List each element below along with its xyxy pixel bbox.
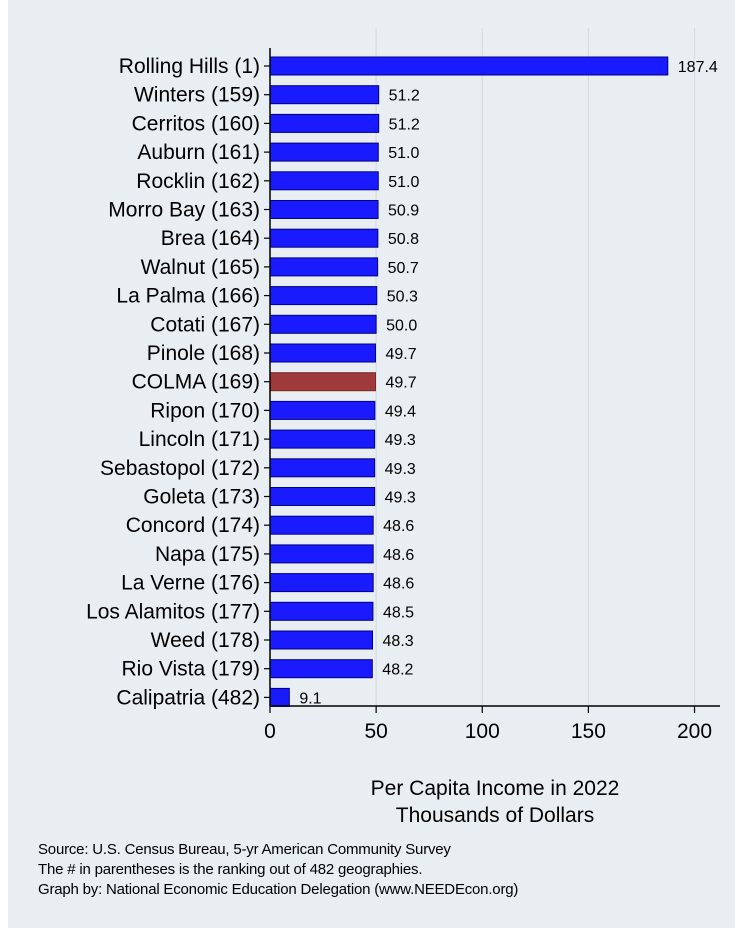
category-label: Winters (159) xyxy=(134,84,260,107)
value-labels: 187.4 51.2 51.2 51.0 51.0 50.9 50.8 50.7 50.3 50.… xyxy=(299,59,718,707)
category-label: Cotati (167) xyxy=(150,313,260,336)
value-label: 50.7 xyxy=(388,260,419,277)
x-axis-title-line1: Per Capita Income in 2022 xyxy=(371,777,620,800)
bar xyxy=(269,56,669,76)
gridlines xyxy=(375,28,696,706)
value-label: 49.3 xyxy=(385,461,416,478)
category-label: Weed (178) xyxy=(151,629,260,652)
source-note: Source: U.S. Census Bureau, 5-yr America… xyxy=(38,841,451,858)
bar xyxy=(269,343,376,363)
category-label: Morro Bay (163) xyxy=(108,199,260,222)
category-label: Cerritos (160) xyxy=(132,112,260,135)
chart-figure: Rolling Hills (1) Winters (159) Cerritos (… xyxy=(8,0,735,928)
x-axis-title-line2: Thousands of Dollars xyxy=(396,804,594,827)
bar xyxy=(269,228,379,248)
x-tick-label: 50 xyxy=(364,720,387,743)
bar xyxy=(269,400,376,420)
category-label: Napa (175) xyxy=(155,543,260,566)
highlighted-bar xyxy=(269,372,376,392)
value-label: 51.2 xyxy=(389,88,420,105)
category-label: Pinole (168) xyxy=(147,342,260,365)
category-label: Ripon (170) xyxy=(150,399,260,422)
value-label: 50.3 xyxy=(387,289,418,306)
category-label: Rolling Hills (1) xyxy=(119,55,260,78)
bar xyxy=(269,659,373,679)
category-label: Auburn (161) xyxy=(137,141,260,164)
value-label: 51.0 xyxy=(388,145,419,162)
category-label: La Palma (166) xyxy=(116,285,260,308)
bar xyxy=(269,314,377,334)
bar xyxy=(269,687,290,707)
bar xyxy=(269,630,374,650)
bar xyxy=(269,286,378,306)
value-label: 49.3 xyxy=(385,432,416,449)
value-label: 49.4 xyxy=(385,403,416,420)
category-label: Brea (164) xyxy=(161,227,260,250)
category-label: Lincoln (171) xyxy=(139,428,260,451)
ranking-note: The # in parentheses is the ranking out … xyxy=(38,861,423,878)
value-label: 51.2 xyxy=(389,116,420,133)
bar xyxy=(269,200,379,219)
bar xyxy=(269,458,376,478)
bar xyxy=(269,85,380,105)
value-label: 50.0 xyxy=(386,317,417,334)
category-label: Sebastopol (172) xyxy=(100,457,260,480)
category-label: La Verne (176) xyxy=(121,572,260,595)
value-label: 51.0 xyxy=(388,174,419,191)
bar-chart: Rolling Hills (1) Winters (159) Cerritos (… xyxy=(86,28,720,827)
value-label: 48.6 xyxy=(383,576,414,593)
category-label: Los Alamitos (177) xyxy=(86,600,260,623)
bar xyxy=(269,171,379,191)
bar xyxy=(269,429,376,449)
value-label: 49.7 xyxy=(385,346,416,363)
x-tick-label: 150 xyxy=(571,720,606,743)
x-tick-label: 200 xyxy=(677,720,712,743)
bar xyxy=(269,142,379,162)
value-label: 48.6 xyxy=(383,518,414,535)
value-label: 48.2 xyxy=(382,662,413,679)
bar xyxy=(269,257,379,277)
category-label: Rocklin (162) xyxy=(136,170,260,193)
bar xyxy=(269,544,374,564)
value-label: 49.7 xyxy=(385,375,416,392)
category-label: Concord (174) xyxy=(126,514,260,537)
value-label: 50.9 xyxy=(388,203,419,220)
category-labels: Rolling Hills (1) Winters (159) Cerritos (… xyxy=(86,55,260,709)
x-tick-label: 0 xyxy=(264,720,276,743)
bars xyxy=(269,56,669,707)
value-label: 9.1 xyxy=(299,690,321,707)
bar xyxy=(269,113,380,133)
bar xyxy=(269,573,374,593)
category-label: Calipatria (482) xyxy=(116,686,260,709)
bar xyxy=(269,601,374,621)
value-label: 187.4 xyxy=(678,59,718,76)
category-label: Walnut (165) xyxy=(141,256,260,279)
category-label: Rio Vista (179) xyxy=(121,658,260,681)
value-label: 48.3 xyxy=(383,633,414,650)
value-label: 48.6 xyxy=(383,547,414,564)
credit-note: Graph by: National Economic Education De… xyxy=(38,881,519,898)
category-label: COLMA (169) xyxy=(132,371,260,394)
value-label: 49.3 xyxy=(385,490,416,507)
category-label: Goleta (173) xyxy=(143,486,260,509)
bar xyxy=(269,515,374,535)
value-label: 50.8 xyxy=(388,231,419,248)
value-label: 48.5 xyxy=(383,604,414,621)
bar xyxy=(269,487,376,506)
x-tick-label: 100 xyxy=(465,720,500,743)
axes: 0 50 100 150 200 xyxy=(264,48,720,743)
